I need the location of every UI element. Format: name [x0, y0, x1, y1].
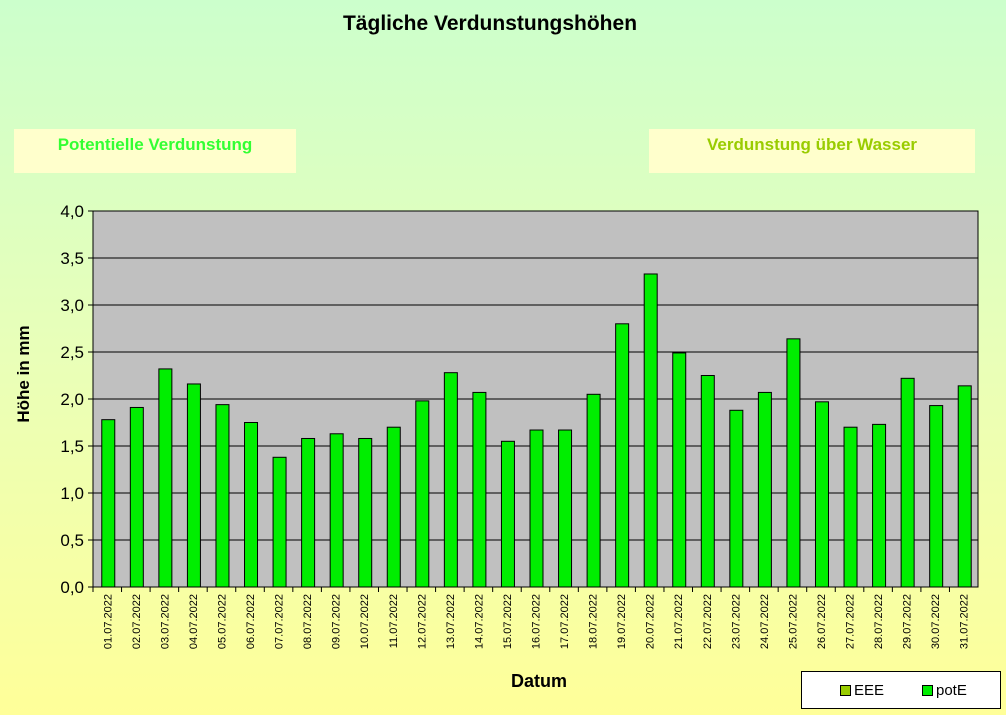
legend-item-eee: EEE — [840, 682, 884, 699]
bar-pote — [672, 352, 687, 588]
x-tick-label: 31.07.2022 — [959, 594, 971, 649]
bar-pote — [700, 375, 715, 588]
bar-pote — [643, 273, 658, 588]
bar-pote — [814, 401, 829, 588]
bar-pote — [443, 372, 458, 588]
bar-pote — [615, 323, 630, 588]
bar-pote — [329, 433, 344, 588]
x-tick-label: 18.07.2022 — [588, 594, 600, 649]
y-tick-label: 2,0 — [60, 390, 84, 409]
x-tick-label: 09.07.2022 — [331, 594, 343, 649]
bar-pote — [386, 426, 401, 588]
x-tick-label: 15.07.2022 — [502, 594, 514, 649]
x-tick-label: 02.07.2022 — [131, 594, 143, 649]
y-tick-label: 1,5 — [60, 437, 84, 456]
bar-pote — [186, 383, 201, 588]
y-tick-label: 1,0 — [60, 484, 84, 503]
x-tick-label: 26.07.2022 — [816, 594, 828, 649]
x-tick-label: 07.07.2022 — [274, 594, 286, 649]
x-tick-label: 23.07.2022 — [730, 594, 742, 649]
bar-pote — [929, 405, 944, 588]
bar-pote — [301, 437, 316, 588]
x-tick-label: 12.07.2022 — [416, 594, 428, 649]
bars — [101, 273, 972, 588]
x-tick-label: 20.07.2022 — [645, 594, 657, 649]
y-tick-label: 3,5 — [60, 249, 84, 268]
bar-pote — [957, 385, 972, 588]
bar-pote — [900, 377, 915, 588]
bar-pote — [272, 456, 287, 588]
x-tick-label: 29.07.2022 — [902, 594, 914, 649]
legend-label-eee: EEE — [854, 682, 885, 699]
bar-pote — [757, 391, 772, 588]
bar-pote — [358, 437, 373, 588]
bar-pote — [472, 391, 487, 588]
x-tick-label: 16.07.2022 — [531, 594, 543, 649]
x-tick-label: 06.07.2022 — [245, 594, 257, 649]
legend-item-pote: potE — [922, 682, 967, 699]
x-tick-labels: 01.07.2022 02.07.2022 03.07.2022 04.07.2022… — [92, 587, 971, 649]
bar-pote — [500, 440, 515, 588]
bar-pote — [215, 404, 230, 588]
x-tick-label: 28.07.2022 — [873, 594, 885, 649]
bar-pote — [415, 400, 430, 588]
x-tick-label: 21.07.2022 — [673, 594, 685, 649]
legend-swatch-pote — [922, 685, 933, 696]
x-tick-label: 22.07.2022 — [702, 594, 714, 649]
y-tick-label: 3,0 — [60, 296, 84, 315]
gridlines — [93, 257, 978, 541]
x-tick-label: 04.07.2022 — [188, 594, 200, 649]
y-tick-labels: 0,0 0,5 1,0 1,5 2,0 2,5 3,0 3,5 4,0 — [60, 202, 93, 597]
x-tick-label: 14.07.2022 — [473, 594, 485, 649]
bar-pote — [729, 409, 744, 588]
legend: EEE potE — [801, 671, 1001, 709]
y-tick-label: 4,0 — [60, 202, 84, 221]
x-tick-label: 05.07.2022 — [216, 594, 228, 649]
bar-pote — [101, 419, 116, 588]
bar-pote — [529, 429, 544, 588]
y-tick-label: 0,0 — [60, 578, 84, 597]
x-axis-title: Datum — [511, 671, 567, 691]
legend-swatch-eee — [840, 685, 851, 696]
potential-evaporation-box: Potentielle Verdunstung — [14, 129, 296, 173]
x-tick-label: 03.07.2022 — [159, 594, 171, 649]
x-tick-label: 25.07.2022 — [787, 594, 799, 649]
x-tick-label: 08.07.2022 — [302, 594, 314, 649]
x-tick-label: 27.07.2022 — [845, 594, 857, 649]
bar-pote — [586, 393, 601, 588]
legend-label-pote: potE — [936, 682, 967, 699]
bar-pote — [158, 368, 173, 588]
y-axis-title: Höhe in mm — [14, 325, 33, 422]
x-tick-label: 24.07.2022 — [759, 594, 771, 649]
x-tick-label: 01.07.2022 — [102, 594, 114, 649]
bar-pote — [558, 429, 573, 588]
bar-pote — [843, 426, 858, 588]
bar-pote — [129, 406, 144, 588]
water-evaporation-box: Verdunstung über Wasser — [649, 129, 975, 173]
x-tick-label: 30.07.2022 — [930, 594, 942, 649]
x-tick-label: 10.07.2022 — [359, 594, 371, 649]
bar-pote — [872, 423, 887, 588]
bar-pote — [244, 422, 259, 588]
x-tick-label: 17.07.2022 — [559, 594, 571, 649]
bar-pote — [786, 338, 801, 588]
y-tick-label: 0,5 — [60, 531, 84, 550]
y-tick-label: 2,5 — [60, 343, 84, 362]
x-tick-label: 11.07.2022 — [388, 594, 400, 648]
x-tick-label: 19.07.2022 — [616, 594, 628, 649]
x-tick-label: 13.07.2022 — [445, 594, 457, 649]
chart-title: Tägliche Verdunstungshöhen — [342, 12, 638, 35]
